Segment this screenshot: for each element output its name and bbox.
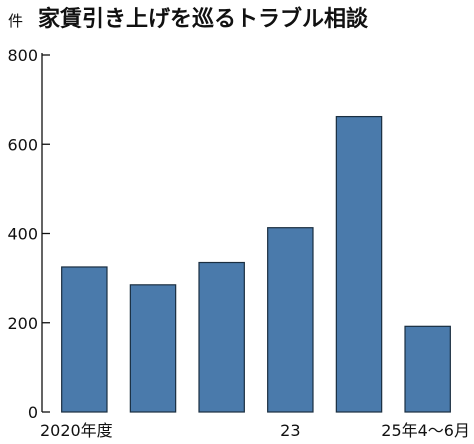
bar-5 bbox=[404, 325, 451, 413]
bar-0 bbox=[61, 266, 108, 413]
x-tick-label: 23 bbox=[280, 421, 300, 440]
x-tick-label: 25年4～6月 bbox=[381, 421, 470, 440]
x-tick-label: 2020年度 bbox=[40, 421, 113, 440]
y-tick-label: 600 bbox=[7, 135, 38, 154]
y-tick-label: 200 bbox=[7, 314, 38, 333]
bars bbox=[61, 115, 451, 413]
y-tick-label: 0 bbox=[28, 403, 38, 422]
y-axis-ticks: 0 200 400 600 800 bbox=[7, 46, 50, 422]
x-axis-tick-labels: 2020年度 23 25年4～6月 bbox=[40, 421, 470, 440]
bar-2 bbox=[198, 261, 245, 413]
y-axis-unit-label: 件 bbox=[8, 12, 23, 30]
y-tick-label: 800 bbox=[7, 46, 38, 65]
y-tick-label: 400 bbox=[7, 225, 38, 244]
bar-3 bbox=[267, 227, 314, 413]
bar-1 bbox=[129, 284, 177, 413]
bar-4 bbox=[335, 115, 383, 413]
chart-title: 家賃引き上げを巡るトラブル相談 bbox=[38, 6, 369, 32]
